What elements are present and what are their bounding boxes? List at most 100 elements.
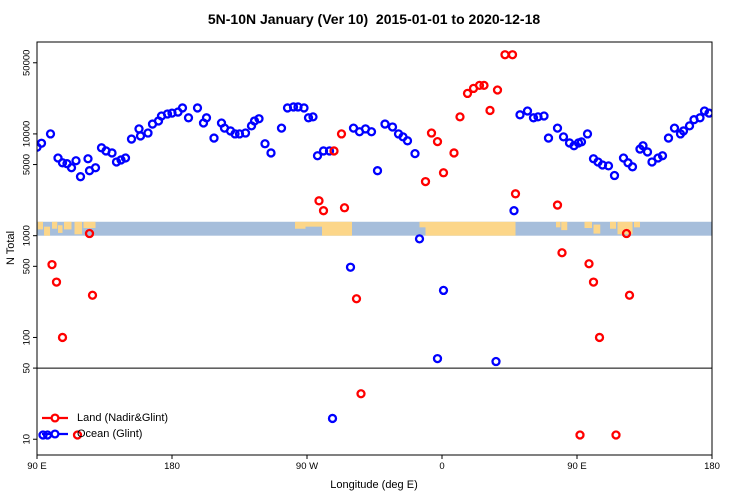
x-tick-label: 180 (704, 461, 720, 472)
legend-row-ocean: Ocean (Glint) (40, 426, 168, 442)
data-point-ocean (240, 128, 251, 138)
map-band-land-patch (74, 221, 82, 235)
map-band-land-patch (561, 221, 568, 231)
data-point-ocean (120, 153, 131, 163)
data-point-land (426, 128, 437, 138)
data-point-land (57, 332, 68, 343)
map-band-ocean (37, 221, 712, 236)
data-point-ocean (126, 134, 137, 144)
legend-label-ocean: Ocean (Glint) (77, 428, 143, 440)
data-point-ocean (345, 262, 356, 272)
data-point-ocean (45, 129, 56, 139)
data-point-ocean (402, 136, 413, 146)
legend-symbol-land-icon (42, 413, 68, 423)
data-point-ocean (704, 108, 712, 118)
x-axis-label: Longitude (deg E) (330, 479, 418, 491)
data-point-land (611, 430, 621, 440)
data-point-ocean (192, 103, 203, 113)
data-point-ocean (37, 138, 47, 148)
map-band-land-patch (305, 221, 322, 227)
data-point-ocean (603, 161, 614, 171)
data-point-ocean (663, 133, 674, 143)
data-point-ocean (678, 126, 689, 136)
data-point-ocean (618, 153, 629, 163)
legend-symbol-ocean-icon (42, 429, 68, 439)
data-point-ocean (260, 139, 270, 149)
data-point-ocean (53, 153, 63, 163)
data-point-ocean (276, 123, 287, 133)
data-point-land (356, 389, 366, 399)
data-point-ocean (71, 156, 81, 166)
data-point-land (485, 105, 495, 116)
y-tick-label: 10000 (22, 121, 33, 147)
data-point-land (84, 228, 95, 239)
data-point-ocean (288, 102, 299, 112)
data-point-ocean (552, 123, 563, 133)
chart-title: 5N-10N January (Ver 10) 2015-01-01 to 20… (207, 11, 541, 27)
series-ocean (37, 102, 712, 440)
data-point-ocean (209, 133, 219, 143)
map-band-land-patch (83, 221, 96, 229)
map-band-land-patch (425, 221, 516, 236)
data-point-ocean (135, 131, 146, 141)
map-band-land-patch (593, 224, 601, 234)
map-band-land-patch (322, 221, 352, 236)
data-point-ocean (647, 157, 657, 167)
data-point-ocean (638, 141, 648, 151)
map-band-land-patch (634, 221, 640, 228)
map-band-land-patch (52, 221, 58, 229)
data-point-land (314, 196, 324, 206)
data-point-ocean (134, 124, 144, 134)
data-point-land (507, 50, 518, 60)
y-tick-label: 50000 (22, 50, 33, 76)
data-point-land (594, 332, 605, 343)
data-point-ocean (162, 109, 173, 119)
map-band-land-patch (58, 225, 63, 233)
data-point-ocean (539, 111, 549, 121)
data-point-land (584, 259, 594, 269)
data-point-ocean (299, 103, 309, 113)
data-point-ocean (143, 128, 153, 138)
data-point-ocean (230, 129, 240, 139)
data-point-ocean (642, 147, 653, 157)
data-point-ocean (266, 148, 276, 158)
data-point-land (552, 200, 563, 210)
data-point-ocean (515, 110, 525, 120)
x-tick-label: 90 E (27, 461, 47, 472)
map-band-land-patch (64, 221, 72, 230)
data-point-land (87, 290, 98, 300)
data-point-ocean (699, 106, 710, 116)
data-point-land (72, 430, 83, 440)
data-point-ocean (324, 146, 335, 156)
data-point-ocean (684, 121, 695, 131)
x-tick-label: 0 (439, 461, 444, 472)
data-point-land (474, 80, 485, 91)
data-point-ocean (111, 157, 122, 167)
data-point-ocean (66, 163, 77, 173)
data-point-land (420, 176, 431, 187)
data-point-land (47, 259, 57, 270)
data-point-ocean (414, 234, 425, 244)
map-band-land-patch (295, 221, 306, 229)
data-point-ocean (695, 113, 705, 123)
x-tick-label: 90 W (296, 461, 318, 472)
x-tick-label: 180 (164, 461, 180, 472)
data-point-ocean (432, 353, 443, 364)
data-point-ocean (522, 106, 533, 116)
data-point-ocean (669, 123, 680, 133)
data-point-land (432, 136, 443, 147)
data-point-ocean (90, 163, 101, 173)
data-point-ocean (438, 285, 449, 296)
y-tick-label: 500 (22, 258, 33, 274)
data-point-ocean (528, 113, 539, 123)
data-point-land (500, 50, 510, 60)
plot-clipped-group (37, 50, 712, 440)
data-point-land (492, 85, 503, 95)
data-point-land (479, 80, 489, 91)
data-point-ocean (366, 127, 377, 137)
data-point-land (336, 129, 347, 139)
data-point-ocean (627, 162, 638, 172)
data-point-land (449, 148, 459, 158)
